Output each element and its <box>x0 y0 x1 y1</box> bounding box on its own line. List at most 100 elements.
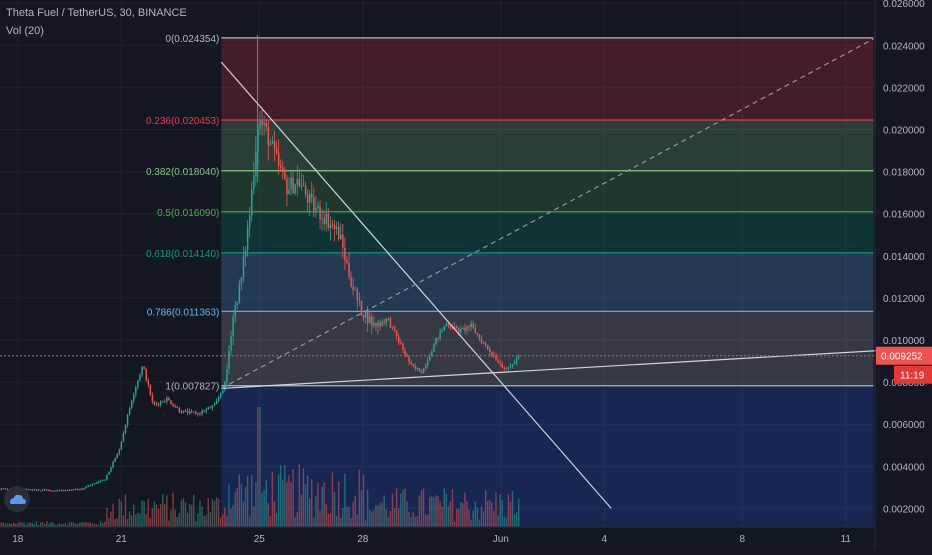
volume-bar <box>267 503 269 527</box>
grid-layer <box>0 0 875 527</box>
volume-bar <box>321 486 323 527</box>
last-price-tag <box>876 346 932 365</box>
volume-bar <box>143 501 145 527</box>
volume-bar <box>0 522 2 527</box>
candle-body <box>73 489 75 491</box>
volume-bar <box>213 500 216 527</box>
volume-bar <box>27 523 29 527</box>
candle-body <box>213 403 216 406</box>
volume-bar <box>79 522 81 527</box>
volume-bar <box>257 407 259 527</box>
volume-bar <box>21 522 23 527</box>
volume-bar <box>137 512 139 527</box>
price-axis-tick-label: 0.016000 <box>883 210 925 221</box>
volume-bar <box>474 501 476 527</box>
fibonacci-retracement[interactable]: 0(0.024354) 0.236(0.020453) 0.382(0.018040… <box>146 34 874 527</box>
volume-bar <box>153 501 156 527</box>
volume-bar <box>170 510 172 527</box>
volume-bar <box>296 512 298 527</box>
volume-bar <box>364 519 367 527</box>
volume-bar <box>39 522 42 527</box>
candle-body <box>93 483 96 485</box>
volume-bar <box>468 509 470 527</box>
candle-body <box>166 397 168 402</box>
time-axis-tick-label: 11 <box>841 534 852 545</box>
volume-bar <box>447 506 450 527</box>
volume-bar <box>410 517 412 527</box>
fib-zone <box>221 252 874 312</box>
volume-bar <box>230 508 232 527</box>
volume-bar <box>335 516 338 527</box>
volume-bar <box>484 490 487 527</box>
candle-body <box>44 489 46 491</box>
volume-bar <box>273 501 276 527</box>
volume-bar <box>315 496 317 527</box>
candle-body <box>126 414 129 426</box>
volume-bar <box>414 517 416 527</box>
volume-bar <box>193 494 195 527</box>
candle-body <box>122 433 125 442</box>
volume-bar <box>182 498 185 527</box>
volume-bar <box>215 497 218 527</box>
candle-body <box>255 151 257 177</box>
volume-bar <box>515 512 518 527</box>
price-axis-tick-label: 0.026000 <box>883 0 925 10</box>
volume-bar <box>244 486 247 527</box>
candle-body <box>193 411 195 413</box>
volume-bar <box>184 501 187 527</box>
volume-bar <box>294 517 296 527</box>
candle-body <box>143 366 145 369</box>
volume-bar <box>302 468 305 527</box>
volume-bar <box>509 502 512 527</box>
candlestick-series <box>0 34 520 492</box>
volume-bar <box>19 521 21 527</box>
volume-bar <box>369 509 371 527</box>
candle-body <box>89 485 92 487</box>
volume-bar <box>412 512 414 527</box>
volume-bar <box>147 498 149 527</box>
candle-body <box>464 328 466 331</box>
fib-level-label: 0.382(0.018040) <box>146 167 219 178</box>
candle-body <box>50 490 52 492</box>
trendline <box>220 61 612 509</box>
candle-body <box>149 384 152 396</box>
candle-body <box>145 368 147 381</box>
countdown-tag <box>894 365 932 384</box>
volume-bar <box>342 508 344 527</box>
candle-body <box>451 327 454 329</box>
candle-body <box>277 153 280 166</box>
volume-bar <box>476 507 479 527</box>
candle-body <box>294 184 296 194</box>
fib-zone-extension <box>221 385 874 527</box>
volume-bar <box>304 484 307 527</box>
last-price-tag-text: 0.009252 <box>881 352 923 363</box>
price-axis-tick-label: 0.002000 <box>883 504 925 515</box>
volume-bar <box>397 508 400 527</box>
candle-body <box>157 403 160 405</box>
candle-body <box>286 178 288 195</box>
volume-bar <box>255 482 257 527</box>
volume-bar <box>391 493 394 527</box>
candle-body <box>79 488 81 491</box>
volume-bar <box>418 495 421 527</box>
volume-bar <box>114 519 116 527</box>
volume-bar <box>445 494 447 527</box>
candle-body <box>37 489 40 491</box>
candle-body <box>176 407 178 409</box>
trendlines[interactable] <box>220 38 881 509</box>
volume-bar <box>116 518 118 527</box>
candle-body <box>54 490 56 492</box>
candle-body <box>141 366 143 375</box>
candle-body <box>472 323 475 328</box>
volume-bar <box>389 510 392 527</box>
volume-bar <box>56 524 58 527</box>
volume-bar <box>33 524 36 527</box>
candle-body <box>35 489 38 491</box>
volume-bar <box>424 514 427 527</box>
volume-bar <box>493 510 495 527</box>
fib-zone <box>221 311 874 386</box>
volume-bar <box>195 521 197 527</box>
volume-indicator-label[interactable]: Vol (20) <box>6 25 44 37</box>
